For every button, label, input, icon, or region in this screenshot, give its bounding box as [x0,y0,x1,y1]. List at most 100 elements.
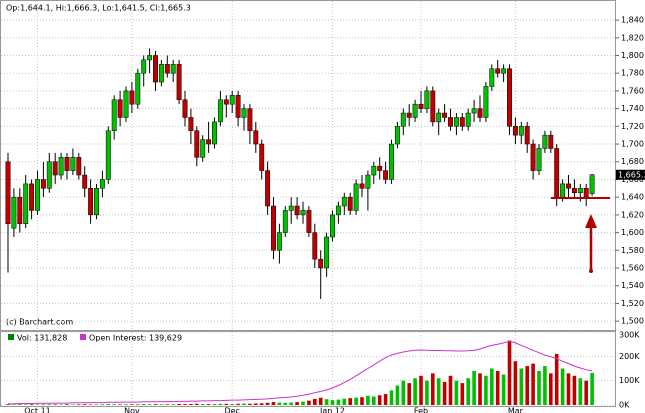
volume-bar [295,402,299,405]
volume-bar [525,366,529,405]
candle-body [276,232,282,251]
candle-body [318,258,324,269]
volume-bar [436,378,441,405]
volume-bar [554,353,559,405]
candle-body [129,90,135,105]
candle-body [353,183,359,211]
candle-body [82,174,88,189]
candle-body [530,143,536,171]
volume-bar [141,404,146,405]
volume-bar [413,378,417,405]
candle-body [300,210,306,216]
candle-body [341,196,347,207]
volume-bar [472,370,476,405]
volume-bar [490,368,494,405]
candle-body [394,126,400,145]
candle-body [583,188,589,198]
volume-bar [318,397,323,405]
candle-body [347,196,353,211]
candle-body [158,64,164,83]
candle-body [271,205,276,251]
volume-bar [348,398,352,405]
candle-body [489,68,495,87]
candle-body [52,161,58,176]
volume-bar [206,404,211,405]
volume-bar [507,340,512,405]
candle-body [389,143,394,180]
volume-bar [259,403,264,405]
price-panel [0,0,616,331]
volume-bar [389,390,394,405]
volume-bar [466,378,470,405]
y-tick-label: 1,600 [621,228,644,237]
candle-body [577,188,583,193]
volume-bar [484,375,488,405]
candle-body [495,68,501,74]
volume-bar [118,404,122,405]
y-tick-label: 1,820 [621,33,644,42]
candle-body [29,183,35,211]
last-price-tag [616,169,645,180]
candle-body [288,205,294,211]
volume-bar [395,385,400,405]
volume-bar [195,403,199,405]
candle-body [589,174,595,194]
volume-bar [254,403,258,405]
volume-bar [53,404,57,405]
candle-body [99,179,105,189]
volume-bar [366,395,370,405]
candle-body [400,112,406,127]
candle-body [406,112,412,118]
candle-body [147,55,153,61]
volume-bar [448,375,453,405]
volume-bar [572,375,577,405]
candle-body [477,108,483,118]
volume-bar [277,402,282,405]
candle-body [512,126,518,136]
volume-bar [159,404,164,405]
candle-body [518,126,524,136]
x-tick-label: Oct 11 [24,407,51,413]
candle-body [188,117,194,131]
y-tick-label: 1,500 [621,317,644,326]
candle-body [536,148,542,171]
volume-bar [495,370,500,405]
volume-bar [230,404,234,405]
volume-bar [82,404,87,405]
volume-bar [112,404,116,405]
volume-bar [130,404,134,405]
candle-body [235,95,241,118]
candle-body [471,108,477,114]
candle-body [111,99,117,131]
candle-body [105,130,111,180]
volume-bar [124,404,128,405]
candle-body [524,126,530,145]
y-tick-label: 1,800 [621,51,644,60]
volume-bar [478,373,482,405]
volume-bar [94,404,99,405]
volume-bar [189,404,193,405]
candle-body [58,157,64,176]
candle-body [424,90,430,109]
candle-body [453,117,459,127]
volume-bar [407,383,411,405]
candle-body [566,183,571,189]
y-tick-label: 1,740 [621,104,644,113]
candle-body [465,112,471,127]
volume-tick-label: 200K [619,352,640,361]
candle-body [40,179,46,189]
volume-bar [171,404,175,405]
volume-bar [537,370,541,405]
candle-body [35,179,40,211]
candle-body [212,121,217,145]
volume-bar [248,403,252,405]
volume-bar [560,368,565,405]
volume-bar [330,400,335,405]
candle-body [200,139,206,158]
candle-body [554,148,560,198]
candle-body [17,196,23,224]
legend-swatch [80,334,86,340]
volume-bar [236,403,240,405]
